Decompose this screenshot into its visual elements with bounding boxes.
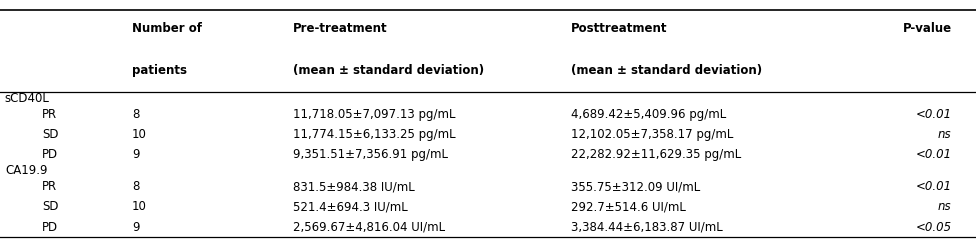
Text: Number of: Number of — [132, 22, 202, 35]
Text: (mean ± standard deviation): (mean ± standard deviation) — [571, 64, 762, 77]
Text: 11,774.15±6,133.25 pg/mL: 11,774.15±6,133.25 pg/mL — [293, 128, 456, 141]
Text: Pre-treatment: Pre-treatment — [293, 22, 387, 35]
Text: 2,569.67±4,816.04 UI/mL: 2,569.67±4,816.04 UI/mL — [293, 220, 445, 234]
Text: 9,351.51±7,356.91 pg/mL: 9,351.51±7,356.91 pg/mL — [293, 148, 448, 161]
Text: 8: 8 — [132, 180, 140, 193]
Text: 355.75±312.09 UI/mL: 355.75±312.09 UI/mL — [571, 180, 700, 193]
Text: sCD40L: sCD40L — [5, 91, 50, 105]
Text: (mean ± standard deviation): (mean ± standard deviation) — [293, 64, 484, 77]
Text: CA19.9: CA19.9 — [5, 164, 48, 177]
Text: 292.7±514.6 UI/mL: 292.7±514.6 UI/mL — [571, 200, 686, 213]
Text: P-value: P-value — [903, 22, 952, 35]
Text: PD: PD — [42, 148, 59, 161]
Text: 9: 9 — [132, 148, 140, 161]
Text: 22,282.92±11,629.35 pg/mL: 22,282.92±11,629.35 pg/mL — [571, 148, 741, 161]
Text: Posttreatment: Posttreatment — [571, 22, 668, 35]
Text: 12,102.05±7,358.17 pg/mL: 12,102.05±7,358.17 pg/mL — [571, 128, 733, 141]
Text: SD: SD — [42, 128, 59, 141]
Text: PD: PD — [42, 220, 59, 234]
Text: <0.01: <0.01 — [915, 180, 952, 193]
Text: 4,689.42±5,409.96 pg/mL: 4,689.42±5,409.96 pg/mL — [571, 108, 726, 121]
Text: <0.05: <0.05 — [915, 220, 952, 234]
Text: 831.5±984.38 IU/mL: 831.5±984.38 IU/mL — [293, 180, 415, 193]
Text: ns: ns — [938, 200, 952, 213]
Text: 8: 8 — [132, 108, 140, 121]
Text: <0.01: <0.01 — [915, 108, 952, 121]
Text: 3,384.44±6,183.87 UI/mL: 3,384.44±6,183.87 UI/mL — [571, 220, 722, 234]
Text: <0.01: <0.01 — [915, 148, 952, 161]
Text: 9: 9 — [132, 220, 140, 234]
Text: PR: PR — [42, 180, 57, 193]
Text: SD: SD — [42, 200, 59, 213]
Text: 521.4±694.3 IU/mL: 521.4±694.3 IU/mL — [293, 200, 408, 213]
Text: 10: 10 — [132, 128, 146, 141]
Text: patients: patients — [132, 64, 186, 77]
Text: 10: 10 — [132, 200, 146, 213]
Text: PR: PR — [42, 108, 57, 121]
Text: 11,718.05±7,097.13 pg/mL: 11,718.05±7,097.13 pg/mL — [293, 108, 455, 121]
Text: ns: ns — [938, 128, 952, 141]
